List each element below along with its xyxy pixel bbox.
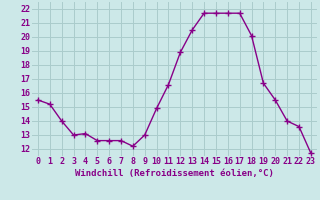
X-axis label: Windchill (Refroidissement éolien,°C): Windchill (Refroidissement éolien,°C)	[75, 169, 274, 178]
